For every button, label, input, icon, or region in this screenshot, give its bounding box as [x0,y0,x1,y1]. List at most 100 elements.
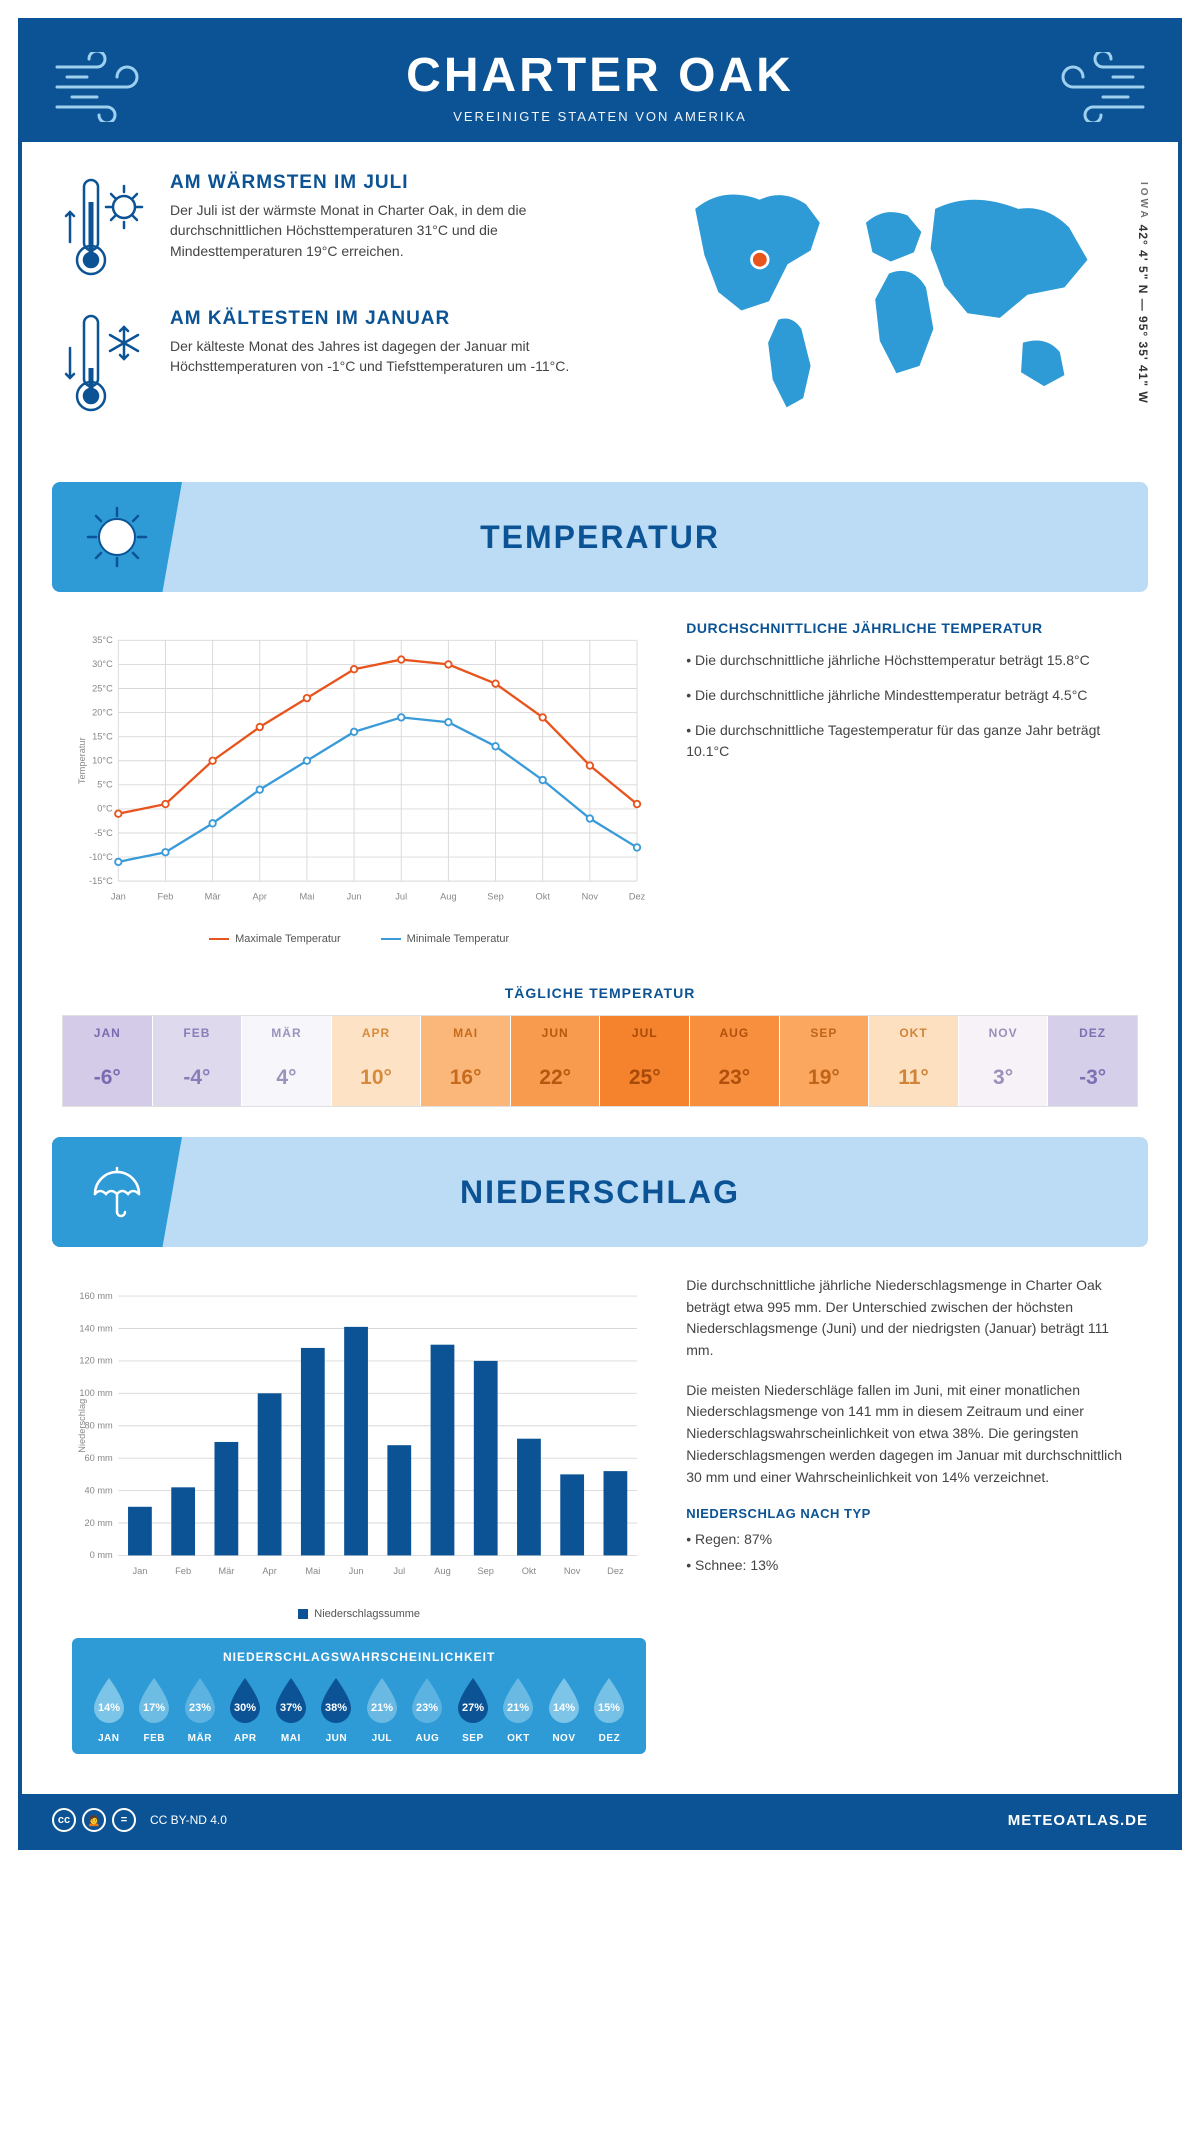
svg-text:Mär: Mär [205,892,221,902]
svg-text:15%: 15% [598,1702,620,1714]
svg-text:Niederschlag: Niederschlag [77,1399,87,1453]
intro-section: AM WÄRMSTEN IM JULI Der Juli ist der wär… [22,142,1178,472]
svg-text:Okt: Okt [522,1566,537,1576]
precipitation-info: Die durchschnittliche jährliche Niedersc… [686,1275,1128,1754]
svg-text:38%: 38% [325,1702,347,1714]
probability-drop: 14%JAN [86,1674,132,1744]
daily-temp-table: JAN-6°FEB-4°MÄR4°APR10°MAI16°JUN22°JUL25… [62,1015,1138,1107]
sun-icon [82,502,152,572]
temp-cell: OKT11° [869,1016,959,1106]
probability-drop: 15%DEZ [587,1674,633,1744]
temperature-chart: -15°C-10°C-5°C0°C5°C10°C15°C20°C25°C30°C… [72,620,646,945]
daily-temp-title: TÄGLICHE TEMPERATUR [22,985,1178,1001]
temperature-legend: Maximale Temperatur Minimale Temperatur [72,933,646,945]
probability-drop: 27%SEP [450,1674,496,1744]
svg-text:-10°C: -10°C [89,852,113,862]
temp-cell: MÄR4° [242,1016,332,1106]
svg-text:23%: 23% [189,1702,211,1714]
svg-text:Okt: Okt [536,892,551,902]
svg-text:30%: 30% [234,1702,256,1714]
svg-text:23%: 23% [416,1702,438,1714]
precipitation-bar: NIEDERSCHLAG [52,1137,1148,1247]
svg-text:Aug: Aug [440,892,456,902]
probability-drop: 17%FEB [132,1674,178,1744]
svg-text:0 mm: 0 mm [90,1550,113,1560]
svg-text:Jan: Jan [111,892,126,902]
temperature-bar: TEMPERATUR [52,482,1148,592]
page-title: CHARTER OAK [22,48,1178,103]
temp-cell: APR10° [332,1016,422,1106]
svg-text:35°C: 35°C [92,635,113,645]
svg-text:-5°C: -5°C [94,828,113,838]
svg-text:27%: 27% [462,1702,484,1714]
svg-text:37%: 37% [280,1702,302,1714]
probability-drop: 23%AUG [405,1674,451,1744]
thermometer-hot-icon [62,172,152,282]
fact-warm-title: AM WÄRMSTEN IM JULI [170,172,610,194]
svg-text:140 mm: 140 mm [79,1323,113,1333]
svg-text:Jul: Jul [395,892,407,902]
svg-text:Nov: Nov [582,892,599,902]
umbrella-icon [85,1160,149,1224]
svg-text:40 mm: 40 mm [84,1485,113,1495]
svg-text:Mai: Mai [299,892,314,902]
svg-text:25°C: 25°C [92,683,113,693]
svg-text:30°C: 30°C [92,659,113,669]
svg-text:-15°C: -15°C [89,876,113,886]
temp-cell: DEZ-3° [1048,1016,1137,1106]
probability-drop: 23%MÄR [177,1674,223,1744]
svg-text:Jul: Jul [393,1566,405,1576]
temp-cell: FEB-4° [153,1016,243,1106]
temp-cell: MAI16° [421,1016,511,1106]
svg-text:20 mm: 20 mm [84,1518,113,1528]
fact-cold-title: AM KÄLTESTEN IM JANUAR [170,308,610,330]
svg-text:Apr: Apr [262,1566,276,1576]
svg-text:80 mm: 80 mm [84,1421,113,1431]
coordinates: IOWA42° 4' 5" N — 95° 35' 41" W [1136,182,1150,404]
svg-text:Temperatur: Temperatur [77,737,87,784]
by-icon: 🙍 [82,1808,106,1832]
precipitation-title: NIEDERSCHLAG [460,1174,740,1211]
temperature-info: DURCHSCHNITTLICHE JÄHRLICHE TEMPERATUR •… [686,620,1128,945]
svg-text:Dez: Dez [607,1566,624,1576]
svg-text:0°C: 0°C [97,804,113,814]
svg-text:5°C: 5°C [97,780,113,790]
svg-text:Mär: Mär [218,1566,234,1576]
probability-drop: 21%OKT [496,1674,542,1744]
svg-text:21%: 21% [371,1702,393,1714]
precipitation-legend: Niederschlagssumme [72,1608,646,1620]
svg-text:Jun: Jun [347,892,362,902]
footer: cc 🙍 = CC BY-ND 4.0 METEOATLAS.DE [22,1794,1178,1846]
svg-text:160 mm: 160 mm [79,1291,113,1301]
svg-text:14%: 14% [553,1702,575,1714]
header: CHARTER OAK VEREINIGTE STAATEN VON AMERI… [22,22,1178,142]
license-text: CC BY-ND 4.0 [150,1813,227,1827]
svg-text:Sep: Sep [487,892,503,902]
temp-cell: NOV3° [959,1016,1049,1106]
cc-icon: cc [52,1808,76,1832]
nd-icon: = [112,1808,136,1832]
svg-text:17%: 17% [143,1702,165,1714]
svg-text:100 mm: 100 mm [79,1388,113,1398]
temperature-title: TEMPERATUR [480,519,720,556]
brand-text: METEOATLAS.DE [1008,1812,1148,1829]
map-marker [751,251,768,268]
probability-drop: 14%NOV [541,1674,587,1744]
temp-cell: AUG23° [690,1016,780,1106]
fact-warmest: AM WÄRMSTEN IM JULI Der Juli ist der wär… [62,172,610,282]
world-map [640,172,1138,412]
probability-box: NIEDERSCHLAGSWAHRSCHEINLICHKEIT 14%JAN17… [72,1638,646,1754]
precipitation-chart: 0 mm20 mm40 mm60 mm80 mm100 mm120 mm140 … [72,1275,646,1754]
infographic-frame: CHARTER OAK VEREINIGTE STAATEN VON AMERI… [18,18,1182,1850]
fact-warm-text: Der Juli ist der wärmste Monat in Charte… [170,200,610,261]
svg-text:Dez: Dez [629,892,646,902]
fact-cold-text: Der kälteste Monat des Jahres ist dagege… [170,336,610,377]
probability-drop: 21%JUL [359,1674,405,1744]
svg-text:60 mm: 60 mm [84,1453,113,1463]
svg-text:14%: 14% [98,1702,120,1714]
svg-text:21%: 21% [507,1702,529,1714]
svg-text:15°C: 15°C [92,731,113,741]
svg-text:Aug: Aug [434,1566,450,1576]
svg-text:10°C: 10°C [92,756,113,766]
svg-text:Jan: Jan [132,1566,147,1576]
